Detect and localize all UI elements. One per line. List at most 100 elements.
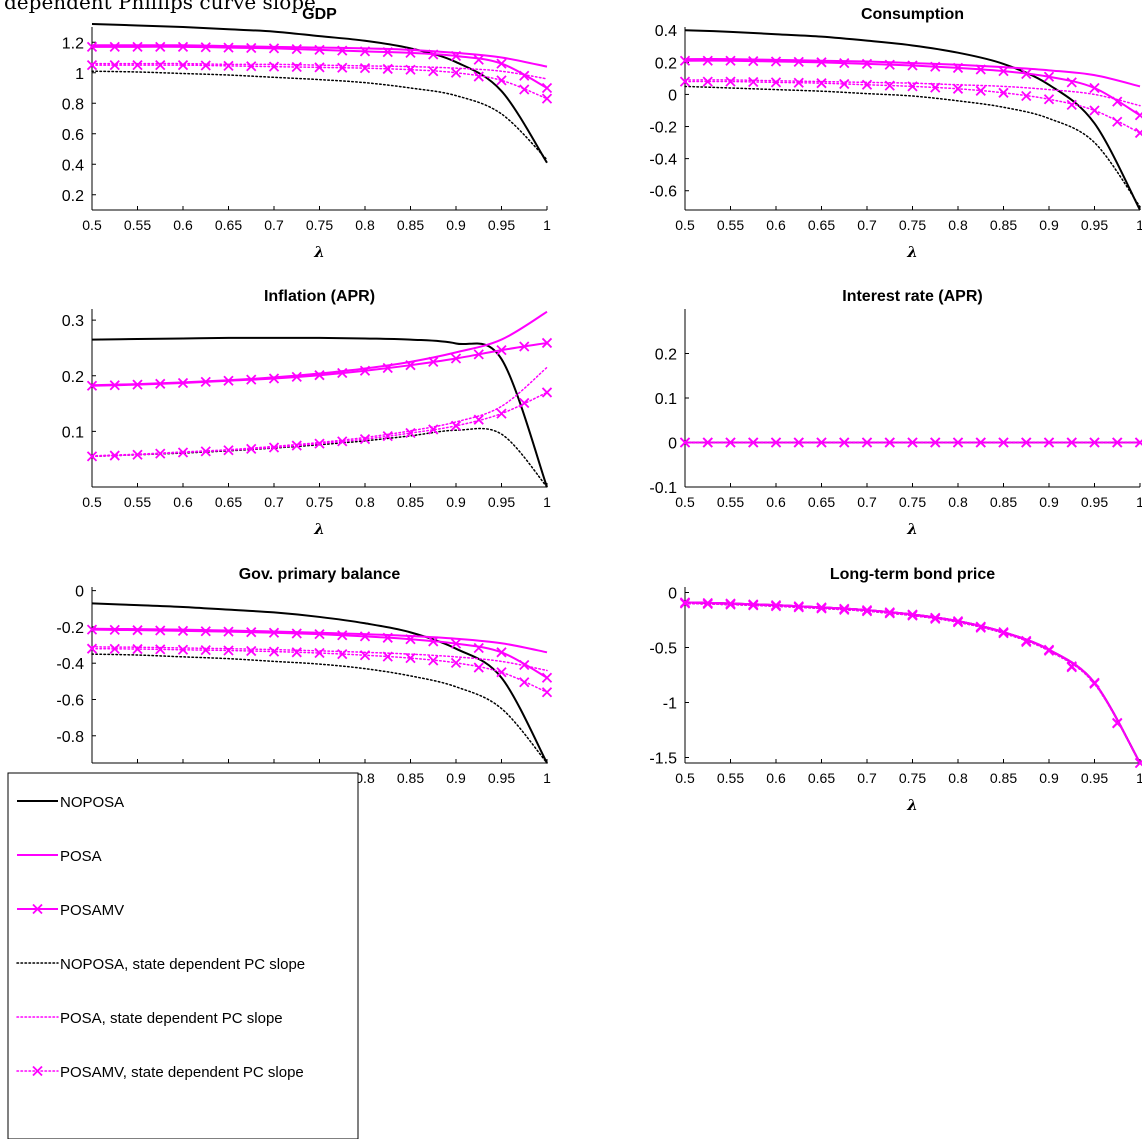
series-marker [748,437,759,448]
legend-item: POSAMV [17,902,124,919]
y-tick-label: -0.1 [649,480,677,497]
series-marker [428,424,439,435]
series-marker [473,349,484,360]
series-marker [998,66,1009,77]
series-6 [86,643,553,698]
series-marker [1112,437,1123,448]
x-tick-label: 0.6 [766,217,786,233]
legend-label: POSA [60,848,102,865]
x-tick-label: 0.75 [306,494,333,510]
x-tick-label: 1 [543,217,551,233]
chart-panel-1: GDP 0.5 0.55 0.6 0.65 0.7 0.75 0.8 0.85 0.9 0.95 1 λ… [62,6,553,261]
chart-panel-3: Inflation (APR) 0.5 0.55 0.6 0.65 0.7 0.75 0.8 0… [62,288,553,538]
series-marker [223,42,234,53]
series-marker [861,606,873,617]
series-marker [793,602,804,613]
series-marker [132,41,143,52]
series-3 [679,597,1142,769]
x-tick-label: 0.7 [264,217,284,233]
legend-item: NOPOSA, state dependent PC slope [16,956,305,973]
x-axis-label: λ [906,796,918,814]
x-axis-label: λ [313,243,325,261]
series-6 [86,387,553,462]
x-tick-label: 0.65 [215,494,242,510]
series-5 [684,79,1141,107]
x-tick-label: 0.85 [990,770,1017,786]
series-1 [91,22,548,164]
x-tick-label: 0.5 [82,494,102,510]
series-3 [679,55,1142,121]
series-marker [975,85,986,96]
series-marker [1021,636,1032,648]
series-marker [337,436,348,447]
series-marker [1112,718,1123,729]
series-marker [998,437,1009,448]
series-marker [246,645,257,657]
series-marker [314,370,325,381]
x-tick-label: 0.85 [397,494,424,510]
series-marker [748,76,759,88]
series-marker [359,650,371,661]
series-marker [268,646,280,657]
series-line [91,341,548,387]
series-marker [541,672,553,683]
series-6 [86,59,553,104]
series-marker [291,628,302,639]
series-1 [684,29,1141,211]
y-tick-label: 0 [668,586,677,603]
series-2 [92,44,548,68]
series-4 [91,653,548,764]
series-marker [268,43,280,54]
legend-item: POSA, state dependent PC slope [16,1010,283,1027]
series-marker [155,378,166,389]
series-line [684,29,1141,211]
x-tick-label: 0.8 [948,494,968,510]
series-1 [91,336,548,488]
series-marker [109,450,120,461]
series-marker [998,628,1009,639]
series-2 [91,627,548,654]
y-tick-label: 0.1 [655,391,677,408]
series-marker [702,55,713,66]
series-4 [91,427,548,488]
y-tick-label: 0 [668,436,677,453]
series-marker [200,376,211,388]
y-tick-label: 0.4 [655,23,677,40]
series-marker [337,630,348,641]
x-tick-label: 0.65 [808,217,835,233]
series-marker [519,341,530,352]
series-marker [952,617,964,628]
series-marker [450,67,462,78]
x-tick-label: 0.8 [355,770,375,786]
series-line [91,336,548,488]
x-tick-label: 0.85 [990,494,1017,510]
x-tick-label: 0.85 [397,770,424,786]
x-tick-label: 1 [1136,770,1142,786]
series-marker [132,379,143,390]
series-marker [884,80,895,91]
series-marker [1134,437,1142,448]
series-3 [86,41,553,94]
series-marker [246,61,257,72]
series-marker [405,47,416,59]
legend-label: NOPOSA [60,794,124,811]
series-marker [132,59,143,71]
series-marker [496,58,507,69]
series-marker [930,613,941,625]
series-marker [473,662,484,673]
series-marker [839,604,850,615]
x-tick-label: 0.8 [948,770,968,786]
x-axis-label: λ [906,243,918,261]
legend: NOPOSA POSA POSAMV NOPOSA, state dependent … [7,772,359,1139]
series-marker [86,59,98,71]
series-marker [1066,77,1077,88]
x-tick-label: 0.75 [899,770,926,786]
series-marker [177,447,189,458]
x-tick-label: 1 [1136,494,1142,510]
series-marker [1089,437,1100,448]
series-marker [793,437,804,448]
series-5 [91,62,548,80]
series-marker [200,446,211,457]
series-marker [428,49,439,60]
series-marker [930,61,941,72]
